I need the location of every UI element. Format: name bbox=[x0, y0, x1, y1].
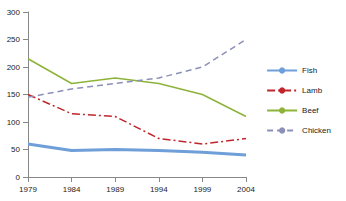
svg-text:1999: 1999 bbox=[194, 185, 212, 194]
svg-text:Beef: Beef bbox=[302, 106, 319, 115]
svg-text:1989: 1989 bbox=[106, 185, 124, 194]
svg-text:1979: 1979 bbox=[19, 185, 37, 194]
svg-text:200: 200 bbox=[7, 63, 21, 72]
svg-text:300: 300 bbox=[7, 8, 21, 17]
svg-text:50: 50 bbox=[11, 145, 20, 154]
svg-text:Fish: Fish bbox=[302, 66, 317, 75]
svg-text:2004: 2004 bbox=[237, 185, 255, 194]
svg-text:100: 100 bbox=[7, 118, 21, 127]
svg-text:Lamb: Lamb bbox=[302, 86, 323, 95]
svg-text:250: 250 bbox=[7, 35, 21, 44]
svg-text:1994: 1994 bbox=[150, 185, 168, 194]
svg-text:0: 0 bbox=[16, 173, 21, 182]
svg-text:150: 150 bbox=[7, 90, 21, 99]
svg-text:1984: 1984 bbox=[63, 185, 81, 194]
svg-text:Chicken: Chicken bbox=[302, 126, 331, 135]
